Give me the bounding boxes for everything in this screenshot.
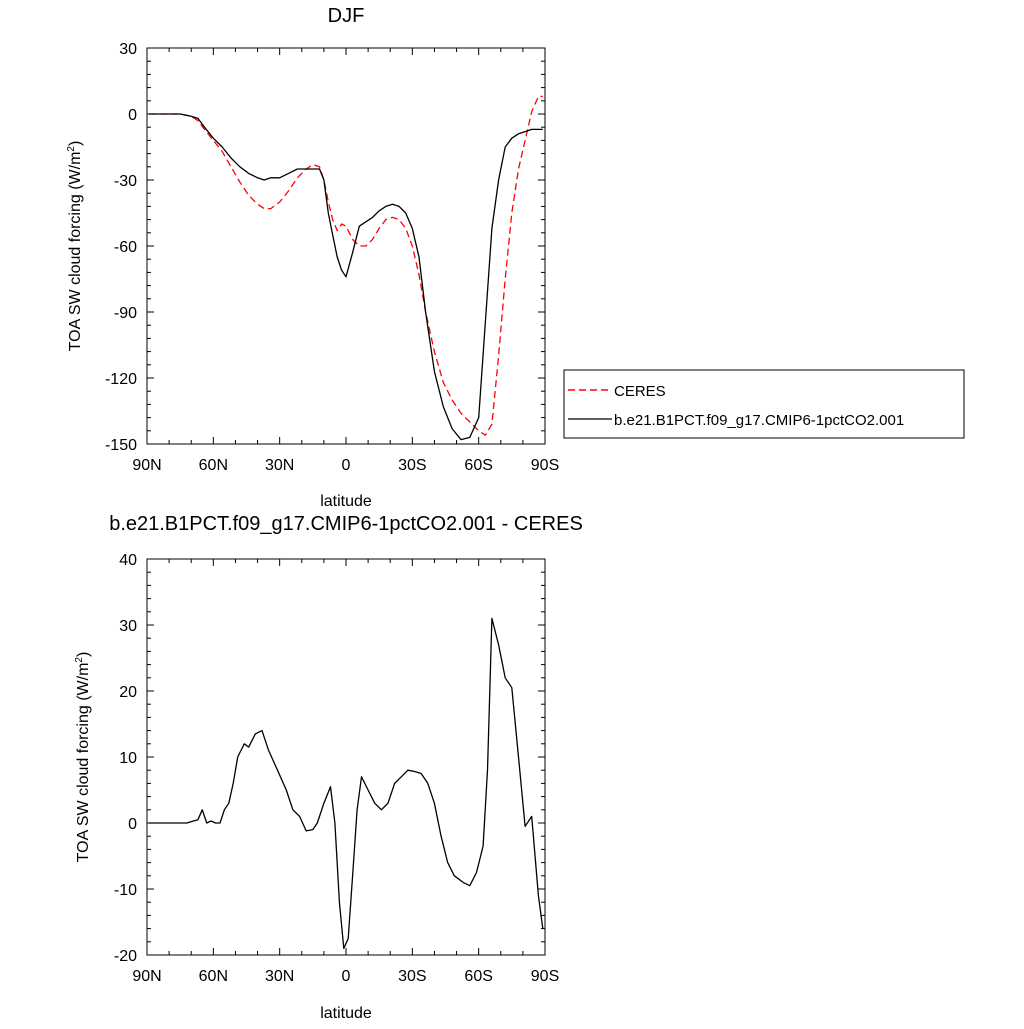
bottom-ytick-label: 30 <box>119 618 137 635</box>
bottom-chart-plot: 90N 60N 30N 0 30S 60S 90S -20 -10 0 10 20 30 40 <box>114 552 559 985</box>
bottom-ytick-label: 0 <box>128 816 137 833</box>
top-ytick-label: 0 <box>128 107 137 124</box>
top-chart-ylabel: TOA SW cloud forcing (W/m2) <box>66 141 84 352</box>
bottom-ytick-label: 40 <box>119 552 137 569</box>
top-xtick-label: 0 <box>342 457 351 474</box>
bottom-ytick-label: -20 <box>114 948 137 965</box>
bottom-xtick-label: 0 <box>342 968 351 985</box>
legend-label-ceres: CERES <box>614 383 666 400</box>
top-ytick-label: -60 <box>114 239 137 256</box>
bottom-ytick-label: 10 <box>119 750 137 767</box>
top-ytick-label: -30 <box>114 173 137 190</box>
top-xtick-label: 60S <box>464 457 492 474</box>
top-series-line-0 <box>149 95 543 436</box>
bottom-xtick-label: 30N <box>265 968 294 985</box>
top-ytick-label: -150 <box>105 437 137 454</box>
top-ytick-label: -90 <box>114 305 137 322</box>
bottom-xtick-label: 90S <box>531 968 559 985</box>
top-xtick-label: 30N <box>265 457 294 474</box>
top-xtick-label: 60N <box>199 457 228 474</box>
bottom-series-line-0 <box>149 617 544 950</box>
bottom-chart-title: b.e21.B1PCT.f09_g17.CMIP6-1pctCO2.001 - … <box>109 513 583 535</box>
bottom-ytick-label: -10 <box>114 882 137 899</box>
top-plot-frame <box>146 47 546 445</box>
top-chart: DJF 90N 60N 30N 0 30S 60S 90S -150 -120 -90 -60 -30… <box>66 5 965 510</box>
top-chart-title: DJF <box>328 5 365 27</box>
bottom-xtick-label: 90N <box>132 968 161 985</box>
top-series-line-1 <box>149 113 543 441</box>
bottom-ytick-label: 20 <box>119 684 137 701</box>
top-xtick-label: 30S <box>398 457 426 474</box>
bottom-plot-frame <box>146 558 546 956</box>
bottom-xtick-label: 60S <box>464 968 492 985</box>
top-xtick-label: 90N <box>132 457 161 474</box>
top-chart-xlabel: latitude <box>320 493 372 510</box>
top-ytick-label: -120 <box>105 371 137 388</box>
top-ytick-label: 30 <box>119 41 137 58</box>
bottom-chart-ylabel: TOA SW cloud forcing (W/m2) <box>74 652 92 863</box>
top-chart-plot: 90N 60N 30N 0 30S 60S 90S -150 -120 -90 -60 -30 0 30 <box>105 41 559 474</box>
bottom-xtick-label: 30S <box>398 968 426 985</box>
top-xtick-label: 90S <box>531 457 559 474</box>
bottom-xtick-label: 60N <box>199 968 228 985</box>
legend-label-model: b.e21.B1PCT.f09_g17.CMIP6-1pctCO2.001 <box>614 412 904 429</box>
bottom-chart-xlabel: latitude <box>320 1005 372 1022</box>
legend-box <box>563 369 965 439</box>
top-chart-legend: CERES b.e21.B1PCT.f09_g17.CMIP6-1pctCO2.… <box>563 369 965 439</box>
bottom-chart: b.e21.B1PCT.f09_g17.CMIP6-1pctCO2.001 - … <box>74 513 583 1022</box>
